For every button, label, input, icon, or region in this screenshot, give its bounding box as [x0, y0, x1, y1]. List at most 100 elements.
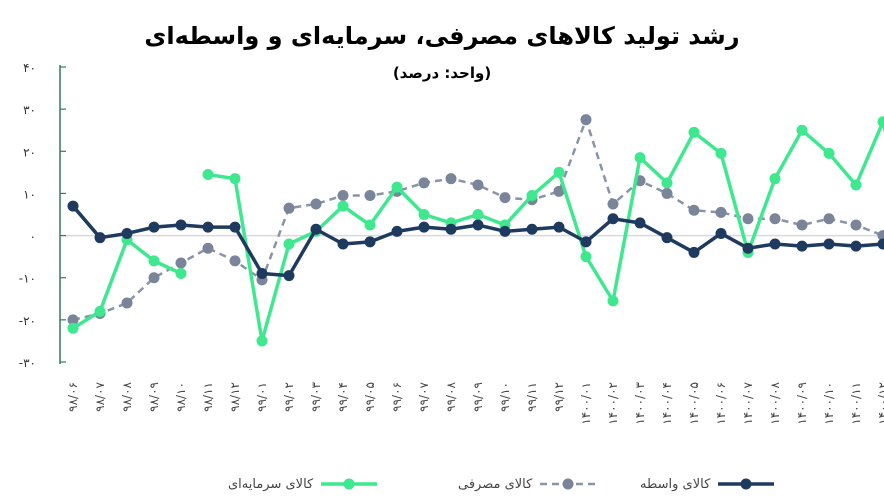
- data-point: [796, 124, 808, 136]
- data-point: [715, 147, 727, 159]
- data-point: [499, 225, 511, 237]
- data-point: [823, 213, 835, 225]
- x-tick-label: ۱۴۰۰/۰۱: [579, 382, 593, 425]
- series-line: [207, 120, 884, 343]
- data-point: [229, 173, 241, 185]
- data-point: [283, 202, 295, 214]
- data-point: [94, 305, 106, 317]
- data-point: [337, 238, 349, 250]
- x-tick-label: ۹۹/۰۷: [417, 381, 431, 411]
- data-point: [364, 219, 376, 231]
- data-point: [850, 179, 862, 191]
- data-point: [688, 126, 700, 138]
- data-point: [364, 236, 376, 248]
- data-point: [823, 238, 835, 250]
- data-point: [67, 314, 79, 326]
- x-tick-label: ۹۸/۱۱: [201, 382, 215, 412]
- data-point: [175, 268, 187, 279]
- data-point: [391, 181, 403, 193]
- data-point: [472, 219, 484, 231]
- data-point: [148, 255, 160, 267]
- x-tick-label: ۱۴۰۰/۰۳: [633, 381, 647, 424]
- data-point: [688, 246, 700, 258]
- y-tick-label: ۱۰: [23, 187, 36, 201]
- data-point: [229, 255, 241, 267]
- data-point: [472, 209, 484, 220]
- data-point: [202, 221, 214, 233]
- data-point: [229, 221, 241, 233]
- data-point: [580, 236, 592, 248]
- data-point: [418, 209, 430, 220]
- data-point: [418, 177, 430, 189]
- x-tick-label: ۹۹/۰۲: [282, 382, 296, 412]
- legend-item-consumer: کالای مصرفی: [458, 472, 597, 496]
- series-lines: [67, 114, 884, 347]
- legend-label-intermediate: کالای واسطه: [640, 476, 711, 492]
- x-tick-label: ۹۹/۰۳: [309, 381, 323, 411]
- legend-swatch-capital: [321, 478, 378, 490]
- data-point: [175, 257, 187, 269]
- x-tick-label: ۱۴۰۰/۰۸: [768, 381, 782, 424]
- data-point: [688, 204, 700, 216]
- data-point: [877, 230, 884, 242]
- x-tick-label: ۱۴۰۰/۰۶: [714, 382, 728, 425]
- data-point: [526, 190, 538, 202]
- data-point: [256, 335, 268, 347]
- x-tick-label: ۹۸/۱۲: [228, 382, 242, 412]
- data-point: [553, 185, 565, 197]
- y-tick-label: ۲۰: [23, 145, 36, 159]
- x-tick-label: ۹۹/۰۸: [444, 381, 458, 411]
- data-point: [175, 219, 187, 231]
- data-point: [67, 322, 79, 334]
- data-point: [94, 232, 106, 244]
- x-tick-label: ۹۸/۰۸: [120, 381, 134, 411]
- x-tick-labels: ۹۸/۰۶ ۹۸/۰۷ ۹۸/۰۸ ۹۸/۰۹ ۹۸/۱۰ ۹۸/۱۱ ۹۸/۱۲ ۹۹/۰۱…: [66, 381, 884, 424]
- data-point: [310, 223, 322, 235]
- data-point: [634, 217, 646, 229]
- data-point: [499, 192, 511, 204]
- series-2: [67, 200, 884, 282]
- data-point: [202, 168, 214, 180]
- data-point: [877, 116, 884, 128]
- y-tick-label: ۴۰: [23, 61, 36, 75]
- legend-label-consumer: کالای مصرفی: [458, 476, 533, 492]
- data-point: [715, 227, 727, 239]
- legend-swatch-intermediate: [718, 478, 775, 490]
- x-tick-label: ۱۴۰۰/۰۴: [660, 382, 674, 425]
- x-tick-label: ۹۹/۰۴: [336, 382, 350, 412]
- data-point: [580, 114, 592, 126]
- x-tick-label: ۱۴۰۰/۰۲: [606, 382, 620, 425]
- x-tick-label: ۹۸/۱۰: [174, 382, 188, 412]
- x-tick-label: ۹۹/۰۵: [363, 382, 377, 412]
- data-point: [418, 221, 430, 233]
- legend-item-intermediate: کالای واسطه: [640, 472, 775, 496]
- series-0: [67, 116, 884, 347]
- x-tick-label: ۱۴۰۰/۱۰: [822, 382, 836, 425]
- data-point: [850, 219, 862, 231]
- data-point: [553, 166, 565, 178]
- data-point: [580, 251, 592, 263]
- data-point: [391, 225, 403, 237]
- x-tick-label: ۱۴۰۰/۰۵: [687, 382, 701, 425]
- x-tick-label: ۹۹/۰۹: [471, 382, 485, 412]
- data-point: [796, 240, 808, 252]
- chart-title: رشد تولید کالاهای مصرفی، سرمایه‌ای و واس…: [144, 22, 740, 50]
- y-tick-label: -۳۰: [19, 356, 36, 370]
- data-point: [796, 219, 808, 231]
- x-tick-label: ۹۹/۰۱: [255, 382, 269, 412]
- data-point: [607, 295, 619, 307]
- legend-label-capital: کالای سرمایه‌ای: [228, 476, 314, 492]
- data-point: [850, 240, 862, 252]
- data-point: [472, 179, 484, 191]
- data-point: [121, 297, 133, 309]
- data-point: [607, 213, 619, 225]
- x-tick-label: ۱۴۰۰/۱۲: [876, 382, 884, 425]
- series-1: [67, 114, 884, 326]
- legend-item-capital: کالای سرمایه‌ای: [228, 472, 378, 496]
- x-tick-label: ۹۹/۰۶: [390, 382, 404, 412]
- data-point: [310, 198, 322, 210]
- legend: کالای سرمایه‌ای کالای مصرفی کالای واسطه: [0, 472, 884, 496]
- data-point: [445, 223, 457, 235]
- data-point: [742, 213, 754, 225]
